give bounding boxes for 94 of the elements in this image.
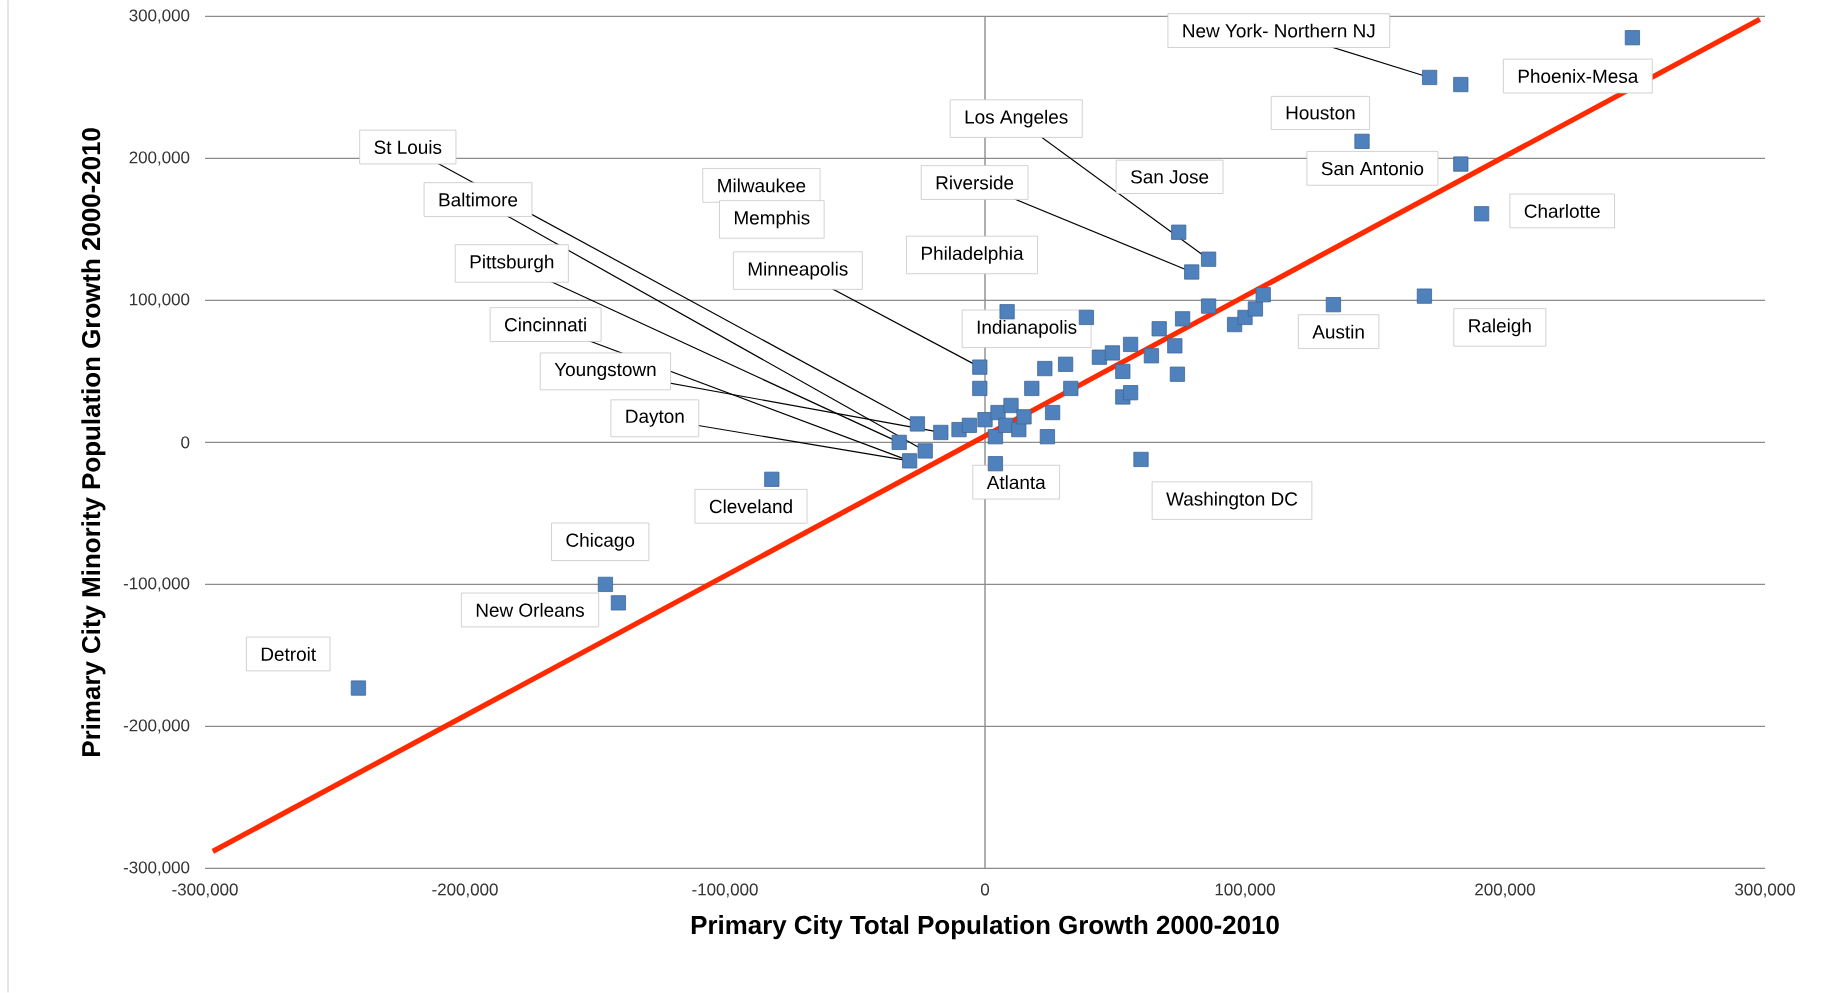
point — [987, 456, 1003, 472]
annotation: Charlotte — [1524, 204, 1600, 218]
point — [1201, 298, 1217, 314]
annotation: Youngstown — [554, 363, 656, 380]
point — [1039, 429, 1055, 445]
point — [1325, 297, 1341, 313]
y-tick-label: 0 — [181, 436, 190, 449]
point — [1169, 366, 1185, 382]
point — [1184, 264, 1200, 280]
y-tick-label: 200,000 — [129, 151, 190, 166]
point — [1171, 224, 1187, 240]
annotation: Houston — [1286, 106, 1355, 120]
annotation: Chicago — [566, 533, 635, 551]
y-tick-label: -100,000 — [123, 577, 190, 592]
x-tick-label: -100,000 — [692, 883, 758, 898]
point — [1143, 348, 1159, 364]
point — [764, 471, 780, 487]
annotation: New York- Northern NJ — [1183, 23, 1375, 38]
point — [1016, 409, 1032, 425]
point — [1453, 77, 1469, 93]
annotation: Atlanta — [986, 475, 1046, 490]
point — [1167, 338, 1183, 354]
point — [891, 434, 907, 451]
point — [1037, 361, 1053, 377]
point — [909, 416, 925, 432]
point — [610, 595, 626, 611]
annotation: St Louis — [374, 140, 442, 155]
point — [1354, 133, 1370, 150]
point — [597, 576, 613, 593]
annotation: Minneapolis — [748, 261, 848, 280]
point — [987, 429, 1003, 445]
point — [972, 359, 988, 375]
point — [933, 424, 949, 441]
point — [1422, 69, 1438, 86]
point — [977, 412, 993, 428]
point — [1416, 288, 1432, 304]
point — [972, 380, 988, 397]
point — [1003, 398, 1019, 414]
annotation: San Antonio — [1321, 161, 1424, 176]
annotation: Austin — [1312, 324, 1364, 339]
x-axis-title: Primary City Total Population Growth 2000-2010 — [691, 915, 1279, 940]
annotation: Detroit — [261, 647, 316, 662]
point — [350, 680, 366, 696]
x-tick-label: 300,000 — [1735, 883, 1795, 898]
y-tick-label: -300,000 — [123, 861, 190, 876]
y-tick-label: 100,000 — [130, 293, 190, 308]
annotation: Riverside — [936, 175, 1014, 190]
annotation: New Orleans — [476, 603, 584, 617]
annotation: Cincinnati — [505, 317, 586, 332]
point — [1063, 380, 1079, 397]
point — [1474, 206, 1490, 222]
point — [1045, 405, 1061, 421]
point — [1133, 451, 1149, 468]
point — [999, 304, 1015, 320]
annotation: Dayton — [626, 409, 684, 427]
point — [1024, 380, 1040, 397]
point — [1175, 311, 1191, 327]
point — [1151, 321, 1167, 337]
x-tick-label: -300,000 — [172, 883, 238, 898]
point — [1091, 349, 1107, 365]
annotation: Pittsburgh — [470, 254, 554, 273]
point — [1104, 345, 1120, 361]
x-tick-label: -200,000 — [432, 883, 498, 898]
annotation: Washington DC — [1166, 491, 1298, 510]
point — [1201, 251, 1217, 267]
point — [1058, 356, 1074, 372]
point — [1255, 287, 1271, 303]
y-tick-label: -200,000 — [123, 719, 190, 734]
x-tick-label: 0 — [980, 883, 990, 896]
annotation: Philadelphia — [922, 246, 1024, 264]
point — [961, 417, 977, 434]
point — [1247, 301, 1263, 317]
point — [1123, 336, 1139, 353]
point — [917, 443, 933, 459]
point — [1078, 309, 1094, 326]
y-axis-title: Primary City Minority Population Growth 2000-2010 — [81, 128, 106, 756]
x-tick-label: 200,000 — [1475, 883, 1535, 898]
point — [902, 453, 918, 469]
point — [1115, 363, 1131, 380]
annotation: Phoenix-Mesa — [1518, 69, 1639, 84]
annotation: Raleigh — [1469, 318, 1531, 337]
x-tick-label: 100,000 — [1215, 883, 1275, 898]
point — [998, 417, 1014, 434]
point — [1624, 30, 1640, 46]
annotation: Indianapolis — [977, 320, 1077, 338]
annotation: San Jose — [1131, 170, 1209, 184]
annotation: Memphis — [734, 210, 810, 229]
annotation: Cleveland — [709, 499, 792, 514]
annotation: Baltimore — [439, 192, 518, 207]
point — [1123, 385, 1139, 401]
annotation: Milwaukee — [718, 178, 806, 193]
point — [1453, 156, 1469, 172]
y-tick-label: 300,000 — [129, 9, 190, 24]
annotation: Los Angeles — [965, 109, 1068, 128]
